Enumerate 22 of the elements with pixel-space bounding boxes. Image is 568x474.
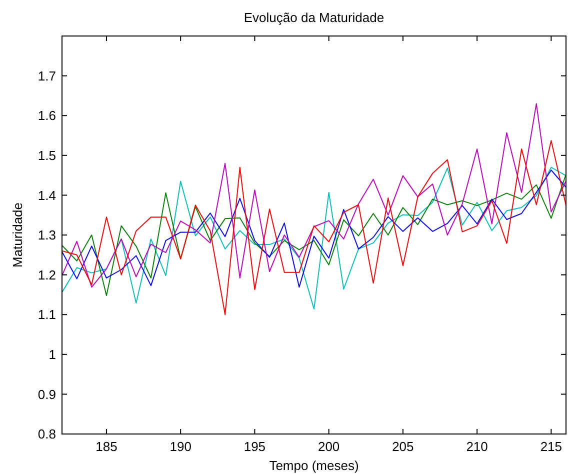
y-tick-label: 0.9 [38,386,56,402]
y-tick-label: 1 [48,346,56,362]
line-series [62,140,566,316]
x-tick-label: 205 [392,439,414,454]
y-tick-label: 1.2 [38,267,56,282]
x-tick-label: 195 [244,439,266,454]
y-tick-label: 1.3 [38,228,56,243]
y-tick-label: 0.8 [38,426,56,442]
y-tick-label: 1.4 [38,188,56,203]
y-tick-label: 1.1 [38,307,56,322]
x-tick-label: 210 [466,439,488,454]
y-axis-title: Maturidade [10,202,25,268]
x-axis-title: Tempo (meses) [269,458,359,473]
x-tick-label: 190 [170,439,192,454]
x-tick-label: 215 [540,439,562,454]
x-tick-label: 200 [318,439,340,454]
x-tick-label: 185 [96,439,118,454]
y-tick-label: 1.5 [38,148,56,163]
y-tick-label: 1.6 [38,108,56,124]
y-tick-label: 1.7 [38,68,56,84]
line-series [62,103,566,288]
chart-title: Evolução da Maturidade [244,10,384,25]
